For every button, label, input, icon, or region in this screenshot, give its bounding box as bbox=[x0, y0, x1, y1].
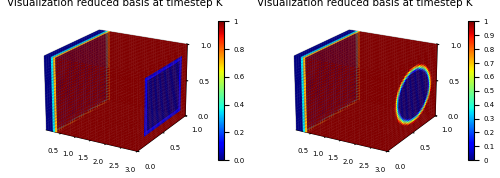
Title: Visualization reduced basis at timestep K: Visualization reduced basis at timestep … bbox=[7, 0, 223, 8]
Title: Visualization reduced basis at timestep K: Visualization reduced basis at timestep … bbox=[257, 0, 473, 8]
